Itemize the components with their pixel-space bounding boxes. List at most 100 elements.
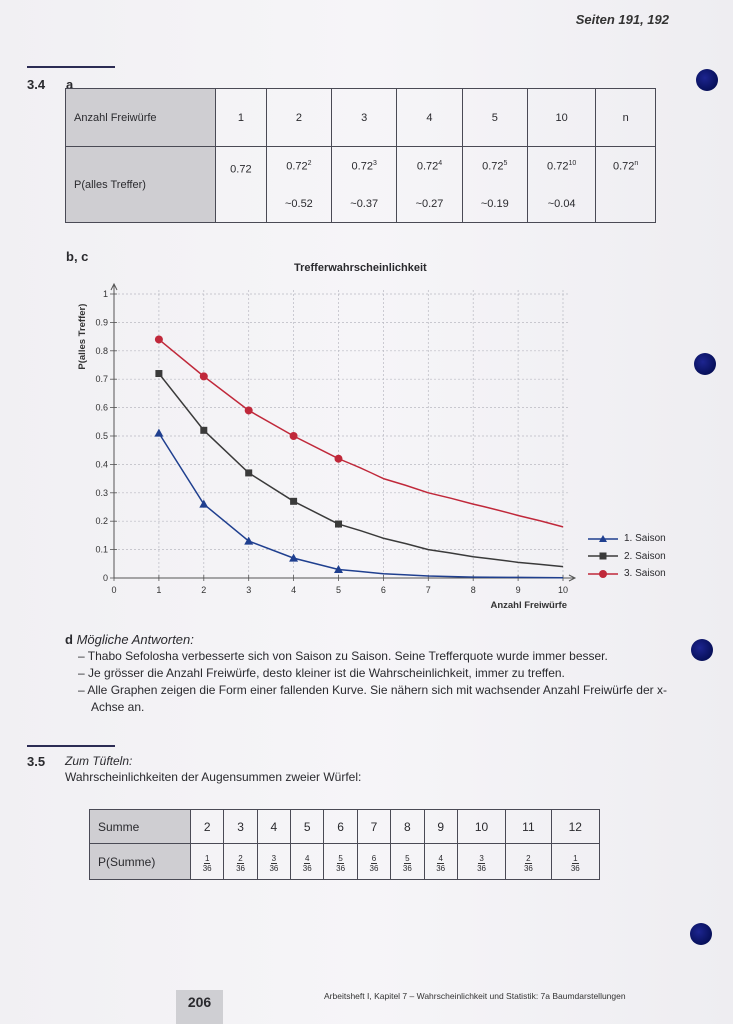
legend-label: 1. Saison bbox=[624, 533, 666, 545]
table-cell: 6 36 bbox=[356, 843, 392, 880]
data-point-circle bbox=[289, 432, 298, 440]
data-point-triangle bbox=[289, 553, 299, 562]
section-rule bbox=[27, 66, 115, 68]
table-cell: 3 36 bbox=[456, 843, 507, 880]
table-cell: 2 bbox=[189, 809, 225, 844]
table-cell: 7 bbox=[356, 809, 392, 844]
series-curve bbox=[338, 568, 564, 579]
table-row: Summe 2 3 4 5 6 7 8 9 10 11 12 bbox=[89, 809, 601, 844]
y-tick-label: 0.5 bbox=[95, 431, 108, 441]
binder-hole-icon bbox=[690, 923, 712, 945]
data-point-circle bbox=[334, 454, 343, 463]
table-cell: 1 36 bbox=[550, 843, 601, 880]
row-label: Summe bbox=[89, 809, 191, 844]
table-row: P(alles Treffer) 0.72 0.722 ~0.52 0.723 ~0… bbox=[65, 146, 656, 223]
x-tick-label: 1 bbox=[156, 585, 161, 595]
table-cell: 1 36 bbox=[189, 843, 225, 880]
data-point-circle bbox=[199, 372, 208, 381]
y-tick-label: 0.9 bbox=[95, 317, 108, 327]
x-tick-label: 9 bbox=[516, 585, 521, 595]
row-label: P(Summe) bbox=[89, 843, 191, 880]
triangle-marker-icon bbox=[588, 534, 618, 542]
table-cell: 3 36 bbox=[256, 843, 292, 880]
footer-text: Arbeitsheft I, Kapitel 7 – Wahrscheinlic… bbox=[324, 991, 626, 1001]
x-tick-label: 2 bbox=[201, 585, 206, 595]
table-cell: 5 36 bbox=[323, 843, 358, 880]
table-cell: 12 bbox=[550, 809, 601, 844]
table-cell: 4 36 bbox=[290, 843, 325, 880]
table-cell: 4 bbox=[396, 88, 463, 147]
series-line bbox=[158, 373, 339, 525]
y-tick-label: 0.2 bbox=[95, 516, 108, 526]
page-reference: Seiten 191, 192 bbox=[575, 12, 669, 27]
y-tick-label: 0.1 bbox=[95, 545, 108, 555]
table-cell: 10 bbox=[456, 809, 507, 844]
table-cell: 0.722 ~0.52 bbox=[265, 146, 333, 223]
data-point-triangle bbox=[154, 428, 164, 437]
section-number: 3.4 bbox=[27, 77, 46, 92]
x-tick-label: 7 bbox=[426, 585, 431, 595]
data-point-square bbox=[200, 426, 208, 434]
binder-hole-icon bbox=[691, 639, 713, 661]
part-d-title: Mögliche Antworten: bbox=[76, 632, 194, 647]
table-cell: 0.72n bbox=[595, 146, 656, 223]
legend-item: 1. Saison bbox=[588, 530, 666, 548]
data-point-circle bbox=[154, 335, 163, 344]
chart-legend: 1. Saison 2. Saison 3. Saison bbox=[588, 530, 666, 583]
section-rule bbox=[27, 745, 115, 747]
chart-title: Trefferwahrscheinlichkeit bbox=[294, 262, 427, 274]
table-cell: 2 36 bbox=[223, 843, 258, 880]
legend-item: 3. Saison bbox=[588, 565, 666, 583]
list-item: – Alle Graphen zeigen die Form einer fal… bbox=[78, 683, 667, 714]
data-point-square bbox=[290, 497, 298, 505]
section-title: Zum Tüfteln: bbox=[65, 754, 133, 768]
page-number-box bbox=[176, 990, 223, 1024]
x-axis-label: Anzahl Freiwürfe bbox=[490, 600, 567, 611]
table-cell: 3 bbox=[223, 809, 258, 844]
legend-label: 2. Saison bbox=[624, 550, 666, 562]
x-tick-label: 4 bbox=[291, 585, 296, 595]
table-cell: 11 bbox=[505, 809, 552, 844]
table-cell: 2 36 bbox=[505, 843, 552, 880]
table-cell: 4 bbox=[256, 809, 292, 844]
table-cell: 5 bbox=[290, 809, 325, 844]
x-tick-label: 0 bbox=[111, 585, 116, 595]
square-marker-icon bbox=[588, 552, 618, 560]
part-bc-label: b, c bbox=[66, 249, 89, 264]
table-cell: 4 36 bbox=[423, 843, 458, 880]
list-item: – Thabo Sefolosha verbesserte sich von S… bbox=[78, 649, 608, 663]
data-point-triangle bbox=[199, 499, 209, 508]
row-label: P(alles Treffer) bbox=[65, 146, 216, 223]
part-d-heading: d Mögliche Antworten: bbox=[65, 632, 194, 647]
table-cell: 1 bbox=[215, 88, 267, 147]
y-axis-arrow-icon bbox=[110, 282, 118, 291]
table-cell: 9 bbox=[423, 809, 458, 844]
table-cell: 8 bbox=[390, 809, 425, 844]
y-tick-label: 0.6 bbox=[95, 403, 108, 413]
table-cell: 5 bbox=[461, 88, 528, 147]
y-tick-label: 0.3 bbox=[95, 488, 108, 498]
y-tick-label: 0.7 bbox=[95, 374, 108, 384]
table-cell: 0.7210 ~0.04 bbox=[526, 146, 597, 223]
table-cell: 0.723 ~0.37 bbox=[331, 146, 398, 223]
x-tick-label: 10 bbox=[558, 585, 568, 595]
section-number: 3.5 bbox=[27, 754, 46, 769]
table-cell: 6 bbox=[323, 809, 358, 844]
y-tick-label: 0.4 bbox=[95, 459, 108, 469]
y-tick-label: 0 bbox=[103, 573, 108, 583]
binder-hole-icon bbox=[694, 353, 716, 375]
list-item: – Je grösser die Anzahl Freiwürfe, desto… bbox=[78, 666, 565, 680]
data-point-square bbox=[335, 520, 342, 528]
table-cell: 5 36 bbox=[390, 843, 425, 880]
page-number: 206 bbox=[187, 994, 212, 1010]
series-curve bbox=[338, 458, 564, 528]
answer-list: – Thabo Sefolosha verbesserte sich von S… bbox=[78, 648, 678, 716]
part-d-label: d bbox=[65, 632, 73, 647]
series-curve bbox=[338, 523, 564, 568]
table-cell: 0.724 ~0.27 bbox=[396, 146, 463, 223]
x-tick-label: 6 bbox=[381, 585, 386, 595]
x-tick-label: 3 bbox=[246, 585, 251, 595]
table-cell: 10 bbox=[526, 88, 597, 147]
probability-chart: 0 1 2 3 4 5 6 7 8 9 10 0 0.1 0.2 0.3 0.4 0.5 0.6 0.7 0.8 0.9… bbox=[77, 282, 577, 611]
